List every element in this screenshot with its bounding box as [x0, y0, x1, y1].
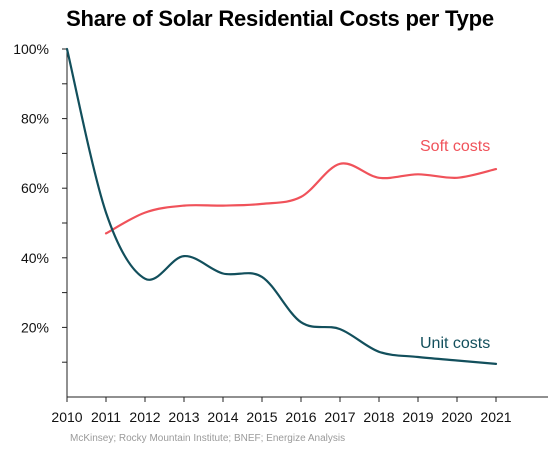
y-axis-ticks: 20% 40% 60% 80% 100% — [13, 41, 67, 363]
y-tick-label: 80% — [21, 111, 49, 127]
x-tick-label: 2019 — [402, 409, 433, 425]
x-tick-label: 2010 — [51, 409, 82, 425]
x-axis-ticks: 2010 2011 2012 2013 2014 2015 2016 2017 2018 2019… — [51, 397, 512, 425]
x-tick-label: 2018 — [363, 409, 394, 425]
y-tick-label: 100% — [13, 41, 49, 57]
y-tick-label: 40% — [21, 250, 49, 266]
chart-title: Share of Solar Residential Costs per Typ… — [66, 6, 494, 31]
series-group: Soft costs Unit costs — [65, 47, 498, 365]
series-line-unit-costs — [65, 47, 498, 365]
x-tick-label: 2011 — [91, 409, 121, 425]
x-tick-label: 2013 — [168, 409, 199, 425]
x-tick-label: 2021 — [480, 409, 511, 425]
y-tick-label: 20% — [21, 319, 49, 335]
series-label-soft-costs: Soft costs — [420, 138, 490, 155]
x-tick-label: 2020 — [441, 409, 472, 425]
x-tick-label: 2017 — [324, 409, 355, 425]
x-tick-label: 2016 — [285, 409, 316, 425]
x-tick-label: 2015 — [246, 409, 277, 425]
source-note: McKinsey; Rocky Mountain Institute; BNEF… — [70, 433, 346, 444]
x-tick-label: 2012 — [129, 409, 160, 425]
series-line-soft-costs — [104, 162, 498, 235]
series-label-unit-costs: Unit costs — [420, 335, 490, 352]
y-tick-label: 60% — [21, 180, 49, 196]
x-tick-label: 2014 — [207, 409, 238, 425]
